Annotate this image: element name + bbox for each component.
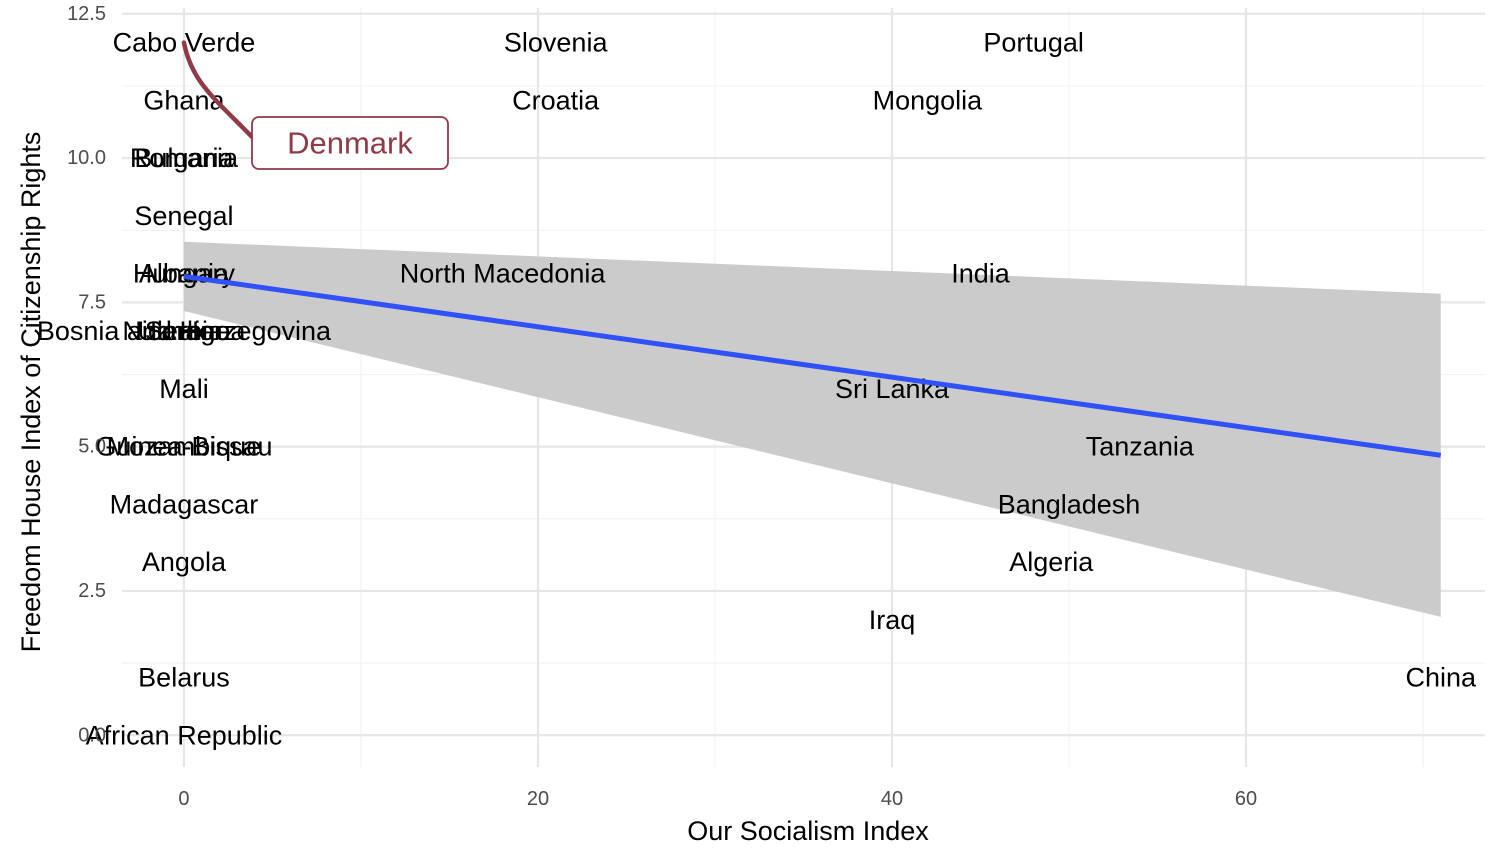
y-tick-label: 0.0 <box>78 724 106 746</box>
highlight-label-box <box>251 116 449 170</box>
axis-tick-labels: 0 20 40 60 0.0 2.5 5.0 7.5 10.0 12.5 <box>67 3 1257 810</box>
point-label: Senegal <box>134 201 233 231</box>
trend-line <box>183 273 1442 458</box>
point-label: Portugal <box>983 28 1084 58</box>
point-label: Iraq <box>869 605 916 635</box>
point-label: Guinea-Bissau <box>95 432 272 462</box>
x-tick-label: 20 <box>527 788 549 810</box>
y-tick-label: 10.0 <box>67 147 106 169</box>
point-label: Romania <box>130 143 239 173</box>
y-tick-label: 5.0 <box>78 436 106 458</box>
point-label: Albania <box>139 259 230 289</box>
point-label: India <box>951 259 1011 289</box>
highlight-annotation: Denmark <box>181 40 449 170</box>
point-label: Algeria <box>1009 547 1094 577</box>
point-label: Nicaragua <box>122 316 246 346</box>
y-tick-label: 12.5 <box>67 3 106 25</box>
trend-line-layer <box>183 273 1442 458</box>
point-label: Ghana <box>143 85 225 115</box>
point-label: Madagascar <box>110 489 259 519</box>
point-label: Mozambique <box>107 432 262 462</box>
point-label: Mali <box>159 374 209 404</box>
point-label: North Macedonia <box>400 259 607 289</box>
point-label: Croatia <box>512 85 600 115</box>
y-axis-title: Freedom House Index of Citizenship Right… <box>16 132 46 653</box>
x-axis-title: Our Socialism Index <box>687 816 929 846</box>
point-label: Ukraine <box>137 316 230 346</box>
point-label: Tanzania <box>1086 432 1195 462</box>
point-label: Bangladesh <box>998 489 1141 519</box>
confidence-band <box>183 241 1441 617</box>
y-tick-label: 7.5 <box>78 291 106 313</box>
x-tick-label: 40 <box>881 788 903 810</box>
highlight-connector <box>181 40 261 146</box>
point-label: Bulgaria <box>134 143 234 173</box>
confidence-band-layer <box>183 241 1441 617</box>
point-label: African Republic <box>86 720 283 750</box>
point-label: Belarus <box>138 663 230 693</box>
x-tick-label: 0 <box>178 788 189 810</box>
point-label: Serbia <box>145 316 224 346</box>
highlight-label: Denmark <box>287 126 413 161</box>
point-label: Bosnia and Herzegovina <box>37 316 332 346</box>
point-label: Mongolia <box>873 85 984 115</box>
point-label: China <box>1405 663 1477 693</box>
y-tick-label: 2.5 <box>78 580 106 602</box>
x-tick-label: 60 <box>1235 788 1257 810</box>
point-label: Slovenia <box>504 28 609 58</box>
point-label: Angola <box>142 547 227 577</box>
